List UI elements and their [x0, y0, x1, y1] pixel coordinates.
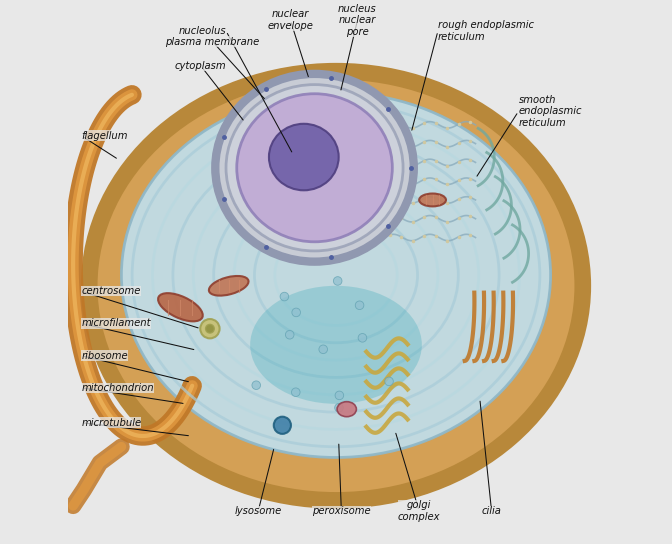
Ellipse shape	[226, 85, 403, 251]
Ellipse shape	[250, 286, 422, 404]
Text: centrosome: centrosome	[81, 286, 140, 296]
Circle shape	[200, 319, 220, 338]
Ellipse shape	[237, 94, 392, 242]
Text: flagellum: flagellum	[81, 131, 128, 140]
Circle shape	[333, 277, 342, 285]
Circle shape	[292, 388, 300, 397]
Circle shape	[385, 377, 393, 386]
Text: nucleolus: nucleolus	[178, 26, 226, 36]
Ellipse shape	[419, 194, 446, 206]
Circle shape	[335, 391, 343, 400]
Circle shape	[280, 292, 289, 301]
Circle shape	[206, 324, 214, 333]
Ellipse shape	[209, 276, 249, 295]
Ellipse shape	[215, 74, 414, 262]
Text: nuclear
envelope: nuclear envelope	[267, 9, 313, 31]
Circle shape	[355, 301, 364, 310]
Text: microtubule: microtubule	[81, 418, 141, 428]
Text: lysosome: lysosome	[235, 506, 282, 516]
Text: smooth
endoplasmic
reticulum: smooth endoplasmic reticulum	[518, 95, 582, 128]
Text: golgi
complex: golgi complex	[398, 500, 440, 522]
Circle shape	[335, 404, 343, 412]
Circle shape	[252, 381, 261, 390]
Text: mitochondrion: mitochondrion	[81, 383, 154, 393]
Text: cytoplasm: cytoplasm	[175, 61, 226, 71]
Circle shape	[319, 345, 327, 354]
Text: ribosome: ribosome	[81, 350, 128, 361]
Circle shape	[274, 417, 291, 434]
Text: cilia: cilia	[482, 506, 501, 516]
Text: plasma membrane: plasma membrane	[165, 36, 260, 47]
Text: peroxisome: peroxisome	[312, 506, 371, 516]
Ellipse shape	[269, 124, 339, 190]
Ellipse shape	[89, 71, 583, 500]
Circle shape	[358, 333, 367, 342]
Circle shape	[292, 308, 300, 317]
Text: nucleus
nuclear
pore: nucleus nuclear pore	[338, 4, 377, 37]
Text: microfilament: microfilament	[81, 318, 151, 329]
Ellipse shape	[337, 401, 356, 417]
Ellipse shape	[158, 293, 203, 322]
Text: rough endoplasmic
reticulum: rough endoplasmic reticulum	[438, 20, 534, 42]
Circle shape	[286, 330, 294, 339]
Ellipse shape	[122, 92, 550, 458]
